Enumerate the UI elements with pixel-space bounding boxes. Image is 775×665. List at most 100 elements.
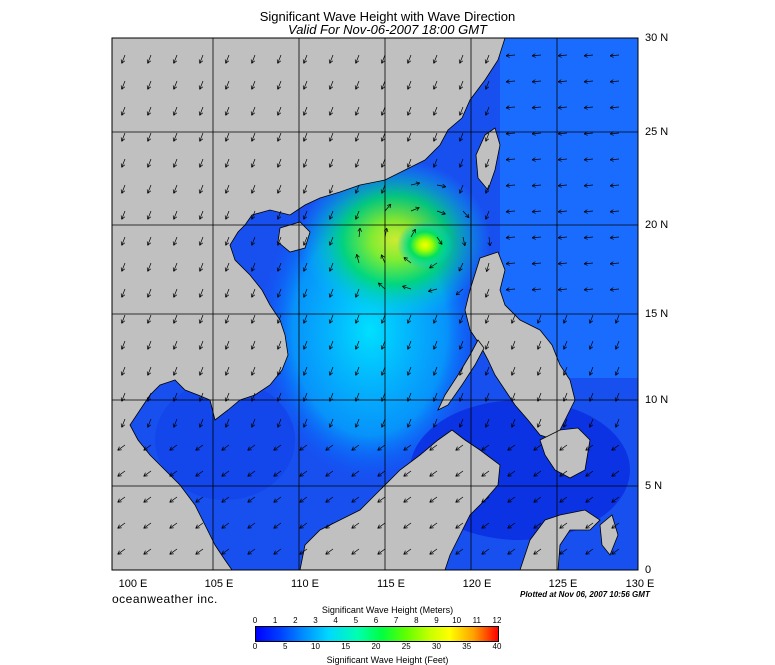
wave-arrow: [250, 236, 256, 246]
wave-arrow: [117, 522, 126, 529]
colorbar-tick-meters: 10: [452, 616, 462, 625]
wave-arrow: [380, 132, 386, 142]
wave-arrow: [505, 79, 516, 84]
wave-arrow: [585, 522, 594, 529]
wave-arrow: [559, 444, 568, 451]
wave-arrow: [611, 470, 620, 477]
wave-arrow: [224, 392, 230, 402]
wave-arrow: [198, 132, 204, 142]
colorbar: [255, 626, 499, 642]
wave-arrow: [328, 54, 334, 64]
wave-arrow: [380, 158, 386, 168]
wave-arrow: [143, 522, 152, 529]
wave-arrow: [120, 236, 126, 246]
wave-arrow: [224, 262, 230, 272]
wave-arrow: [146, 288, 152, 298]
wave-arrow: [583, 53, 594, 58]
wave-arrow: [432, 340, 438, 350]
wave-arrow: [276, 392, 282, 402]
wave-arrow: [583, 131, 594, 136]
wave-arrow: [143, 470, 152, 477]
wave-arrow: [536, 366, 542, 376]
colorbar-tick-feet: 10: [311, 642, 320, 651]
wave-arrow: [406, 158, 412, 168]
wave-arrow: [302, 158, 308, 168]
lat-label-20: 20 N: [645, 219, 669, 231]
wave-arrow: [276, 158, 282, 168]
colorbar-tick-feet: 0: [252, 642, 258, 651]
wave-arrow: [247, 470, 256, 477]
wave-arrow: [325, 470, 334, 477]
wave-arrow: [354, 80, 360, 90]
wave-arrow: [302, 236, 308, 246]
wave-arrow: [198, 314, 204, 324]
wave-arrow: [250, 418, 256, 428]
wave-arrow: [410, 206, 420, 212]
wave-arrow: [120, 262, 126, 272]
wave-arrow: [455, 444, 464, 451]
lon-label-115: 115 E: [377, 578, 405, 590]
wave-arrow: [169, 548, 178, 555]
wave-arrow: [432, 132, 438, 142]
wave-arrow: [557, 105, 568, 110]
wave-arrow: [328, 366, 334, 376]
wave-arrow: [484, 80, 490, 90]
wave-arrow: [583, 157, 594, 162]
wave-arrow: [328, 210, 334, 220]
wave-arrow: [403, 257, 412, 264]
wave-arrow: [172, 392, 178, 402]
wave-arrow: [429, 522, 438, 529]
wave-arrow: [355, 254, 360, 264]
wave-arrow: [302, 262, 308, 272]
wave-arrow: [505, 105, 516, 110]
wave-arrow: [224, 340, 230, 350]
wave-arrow: [585, 548, 594, 555]
wave-arrow: [325, 496, 334, 503]
wave-arrow: [120, 184, 126, 194]
wave-arrow: [120, 340, 126, 350]
wave-arrow: [172, 418, 178, 428]
wave-arrow: [250, 210, 256, 220]
wave-arrow: [146, 184, 152, 194]
wave-arrow: [224, 288, 230, 298]
wave-arrow: [276, 236, 282, 246]
wave-arrow: [276, 184, 282, 194]
wave-arrow: [505, 183, 516, 188]
wave-arrow: [505, 53, 516, 58]
wave-arrow: [458, 158, 464, 168]
wave-arrow: [198, 236, 204, 246]
wave-arrow: [609, 105, 620, 110]
wave-arrow: [273, 496, 282, 503]
wave-arrow: [351, 444, 360, 451]
wave-arrow: [328, 418, 334, 428]
brand-text: oceanweather inc.: [112, 592, 218, 606]
wave-arrow: [172, 132, 178, 142]
wave-arrow: [276, 54, 282, 64]
wave-arrow: [583, 105, 594, 110]
wave-arrow: [276, 366, 282, 376]
wave-arrow: [117, 470, 126, 477]
wave-arrow: [302, 132, 308, 142]
wave-arrow: [588, 392, 594, 402]
wave-arrow: [505, 157, 516, 162]
wave-arrow: [406, 132, 412, 142]
wave-arrow: [481, 470, 490, 477]
wave-arrow: [172, 236, 178, 246]
wave-arrow: [302, 54, 308, 64]
land-borneo: [299, 429, 501, 570]
wave-arrow: [143, 548, 152, 555]
wave-arrow: [410, 181, 420, 186]
colorbar-title-feet: Significant Wave Height (Feet): [326, 655, 449, 665]
wave-arrow: [143, 496, 152, 503]
wave-arrow: [377, 444, 386, 451]
wave-arrow: [458, 392, 464, 402]
land-mindanao: [539, 427, 591, 479]
wave-arrow: [276, 132, 282, 142]
colorbar-tick-meters: 7: [393, 616, 399, 625]
wave-arrow: [328, 132, 334, 142]
wave-arrow: [299, 470, 308, 477]
wave-arrow: [531, 183, 542, 188]
wave-arrow: [172, 366, 178, 376]
lon-label-130: 130 E: [625, 578, 655, 590]
